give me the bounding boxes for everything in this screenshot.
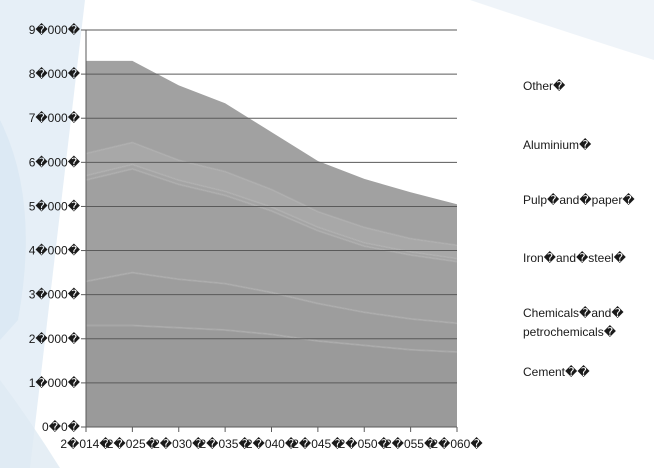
x-tick-label: 2�025� (107, 437, 159, 451)
area-other (86, 60, 457, 246)
legend-label: petrochemicals� (523, 325, 617, 339)
y-tick-label: 5�000� (29, 199, 81, 213)
x-tick-label: 2�055� (385, 437, 437, 451)
y-tick-label: 1�000� (29, 376, 81, 390)
series-boundary-line (85, 163, 458, 260)
legend-label: Chemicals�and� (523, 306, 624, 320)
stacked-areas (85, 60, 458, 427)
x-tick-label: 2�045� (292, 437, 344, 451)
series-boundary-line (85, 141, 458, 247)
legend: Cement�� Chemicals�and� petrochemicals� Iro… (523, 79, 635, 379)
y-tick-label: 8�000� (29, 67, 81, 81)
x-tick-label: 2�035� (199, 437, 251, 451)
series-boundary-line (86, 324, 458, 353)
y-tick-label: 3�000� (29, 288, 81, 302)
y-tick-label: 2�000� (29, 332, 81, 346)
legend-label: Cement�� (523, 365, 590, 379)
x-tick-label: 2�040� (246, 437, 298, 451)
gridlines (86, 29, 457, 384)
axes (81, 29, 458, 432)
x-tick-label: 2�030� (153, 437, 205, 451)
area-iron-and-steel (86, 168, 457, 324)
y-tick-label: 7�000� (29, 111, 81, 125)
y-tick-label: 4�000� (29, 244, 81, 258)
y-tick-label: 6�000� (29, 155, 81, 169)
legend-label: Aluminium� (523, 138, 592, 152)
y-tick-label: 0�0� (42, 420, 81, 434)
series-boundary-line (85, 271, 458, 325)
area-cement (86, 325, 457, 427)
area-chemicals-and-petrochemicals (86, 272, 457, 352)
y-tick-label: 9�000� (29, 23, 81, 37)
legend-label: Pulp�and�paper� (523, 193, 635, 207)
x-axis-tick-labels: 2�014�2�025�2�030�2�035�2�040�2�045�2�05… (60, 437, 483, 451)
legend-label: Other� (523, 79, 566, 93)
series-boundary-line (85, 167, 458, 263)
x-tick-label: 2�050� (339, 437, 391, 451)
legend-label: Iron�and�steel� (523, 251, 627, 265)
area-aluminium (86, 142, 457, 259)
x-tick-label: 2�014� (60, 437, 112, 451)
y-axis-tick-labels: 0�0� 1�000� 2�000� 3�000� 4�000� 5�000� 6�000�… (29, 23, 81, 434)
x-tick-label: 2�060� (431, 437, 483, 451)
